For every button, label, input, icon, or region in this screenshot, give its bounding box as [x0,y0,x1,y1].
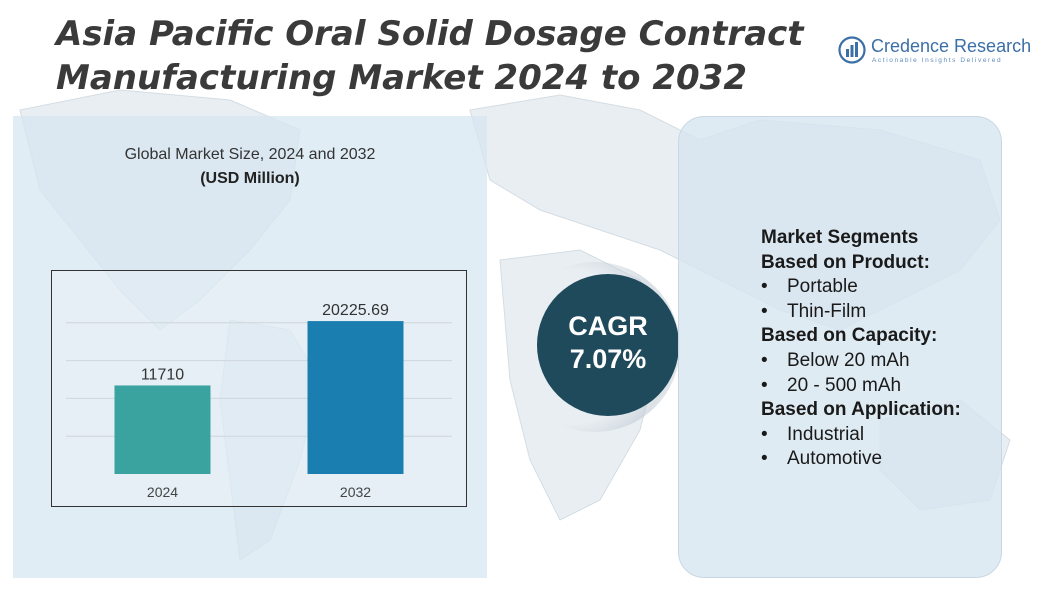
bar-chart: 11710 2024 20225.69 2032 [66,302,452,500]
chart-subtitle: (USD Million) [200,170,300,187]
credence-logo-icon [838,36,866,64]
title-line-1: Asia Pacific Oral Solid Dosage Contract [56,14,804,54]
x-tick-label-2032: 2032 [340,484,371,500]
segment-item: • Industrial [761,423,1001,448]
title-line-2: Manufacturing Market 2024 to 2032 [56,58,747,98]
bullet-icon: • [761,349,768,371]
segment-group-label: Based on Capacity: [761,325,938,347]
chart-title: Global Market Size, 2024 and 2032 [124,146,376,163]
brand-name: Credence Research [871,36,1032,56]
segment-group-label: Based on Application: [761,399,961,421]
bullet-icon: • [761,448,768,470]
segment-group-label: Based on Product: [761,251,930,273]
segment-item: • Thin-Film [761,300,1001,325]
segment-item: • Automotive [761,447,1001,472]
bar-chart-frame: 11710 2024 20225.69 2032 [51,270,467,507]
bar-2032 [307,321,404,474]
segment-item: • Below 20 mAh [761,349,1001,374]
brand-logo-block: Credence Research Actionable Insights De… [838,34,1038,74]
cagr-label: CAGR [568,311,648,341]
cagr-badge: CAGR 7.07% [537,274,679,416]
segments-list: Market Segments Based on Product: • Porta… [761,226,1001,472]
page-title: Asia Pacific Oral Solid Dosage Contract … [56,12,816,100]
bullet-icon: • [761,276,768,298]
data-label-2032: 20225.69 [322,302,389,319]
segment-item: • 20 - 500 mAh [761,374,1001,399]
bar-2024 [114,385,211,474]
cagr-value: 7.07% [569,344,647,374]
bullet-icon: • [761,423,768,445]
bullet-icon: • [761,374,768,396]
segment-item: • Portable [761,275,1001,300]
x-tick-label-2024: 2024 [147,484,178,500]
segments-heading: Market Segments [761,227,919,248]
data-label-2024: 11710 [141,366,184,383]
market-size-panel: Global Market Size, 2024 and 2032 (USD M… [13,116,487,578]
segments-panel: Market Segments Based on Product: • Porta… [678,116,1002,578]
brand-tagline: Actionable Insights Delivered [872,57,1003,64]
bullet-icon: • [761,300,768,322]
